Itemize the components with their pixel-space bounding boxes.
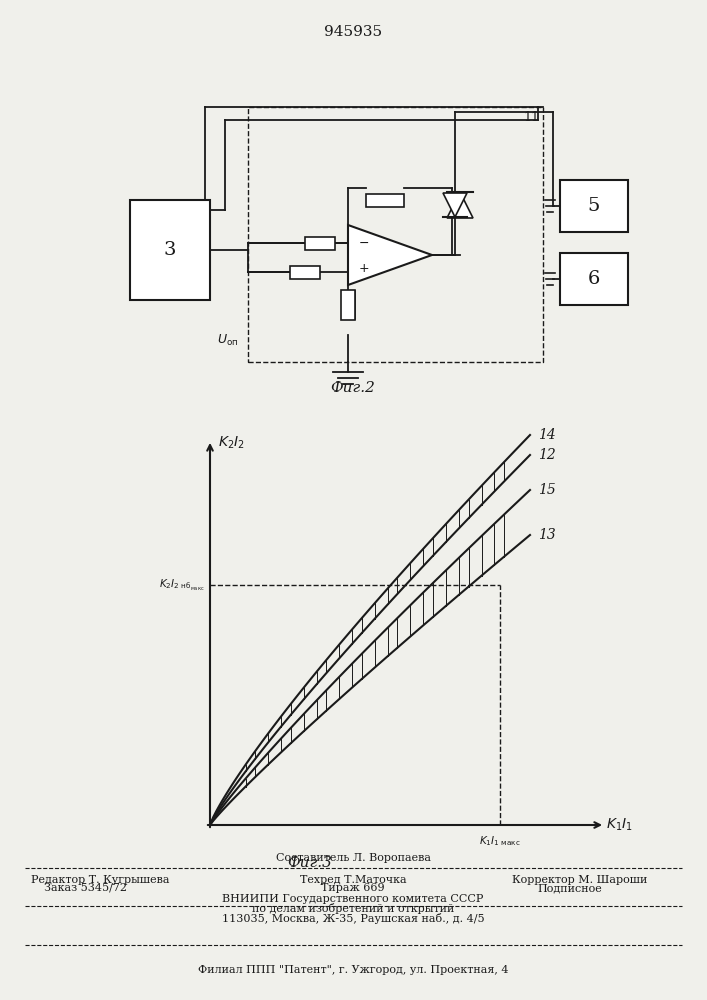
Polygon shape bbox=[348, 225, 432, 285]
Text: Тираж 669: Тираж 669 bbox=[321, 883, 385, 893]
Text: Составитель Л. Воропаева: Составитель Л. Воропаева bbox=[276, 853, 431, 863]
Text: 14: 14 bbox=[538, 428, 556, 442]
Text: 13: 13 bbox=[538, 528, 556, 542]
Text: Редактор Т. Кугрышева: Редактор Т. Кугрышева bbox=[30, 875, 169, 885]
Text: Корректор М. Шароши: Корректор М. Шароши bbox=[513, 875, 648, 885]
Text: Филиал ППП "Патент", г. Ужгород, ул. Проектная, 4: Филиал ППП "Патент", г. Ужгород, ул. Про… bbox=[198, 965, 508, 975]
Text: по делам изобретений и открытий: по делам изобретений и открытий bbox=[252, 904, 454, 914]
Text: 11: 11 bbox=[523, 111, 539, 124]
Text: Техред Т.Маточка: Техред Т.Маточка bbox=[300, 875, 407, 885]
Text: 3: 3 bbox=[164, 241, 176, 259]
Bar bbox=[560, 253, 628, 305]
Text: $U_{\mathrm{оп}}$: $U_{\mathrm{оп}}$ bbox=[217, 332, 239, 348]
Polygon shape bbox=[447, 192, 473, 218]
Text: $K_2I_2$: $K_2I_2$ bbox=[218, 435, 245, 451]
Text: 113035, Москва, Ж-35, Раушская наб., д. 4/5: 113035, Москва, Ж-35, Раушская наб., д. … bbox=[222, 914, 484, 924]
Text: ВНИИПИ Государственного комитета СССР: ВНИИПИ Государственного комитета СССР bbox=[222, 894, 484, 904]
Text: Фиг.3: Фиг.3 bbox=[288, 856, 332, 870]
Bar bbox=[560, 180, 628, 232]
Bar bbox=[248, 107, 543, 362]
Bar bbox=[130, 200, 210, 300]
Text: $K_1I_1$: $K_1I_1$ bbox=[607, 817, 633, 833]
Bar bbox=[341, 291, 354, 319]
Bar bbox=[341, 290, 355, 320]
Text: Подписное: Подписное bbox=[537, 883, 602, 893]
Text: 945935: 945935 bbox=[324, 25, 382, 39]
Text: −: − bbox=[358, 236, 369, 249]
Polygon shape bbox=[443, 193, 467, 217]
Bar bbox=[305, 236, 335, 249]
Text: 12: 12 bbox=[538, 448, 556, 462]
Text: $K_2I_{2\ \text{нб}_{\text{макс}}}$: $K_2I_{2\ \text{нб}_{\text{макс}}}$ bbox=[160, 577, 205, 593]
Text: 5: 5 bbox=[588, 197, 600, 215]
Text: Заказ 5345/72: Заказ 5345/72 bbox=[44, 883, 127, 893]
Text: 6: 6 bbox=[588, 270, 600, 288]
Bar bbox=[366, 194, 404, 207]
Bar bbox=[290, 265, 320, 278]
Text: +: + bbox=[358, 261, 369, 274]
Text: 15: 15 bbox=[538, 483, 556, 497]
Text: $K_1I_{1\ \text{макс}}$: $K_1I_{1\ \text{макс}}$ bbox=[479, 834, 521, 848]
Text: Фиг.2: Фиг.2 bbox=[331, 381, 375, 395]
